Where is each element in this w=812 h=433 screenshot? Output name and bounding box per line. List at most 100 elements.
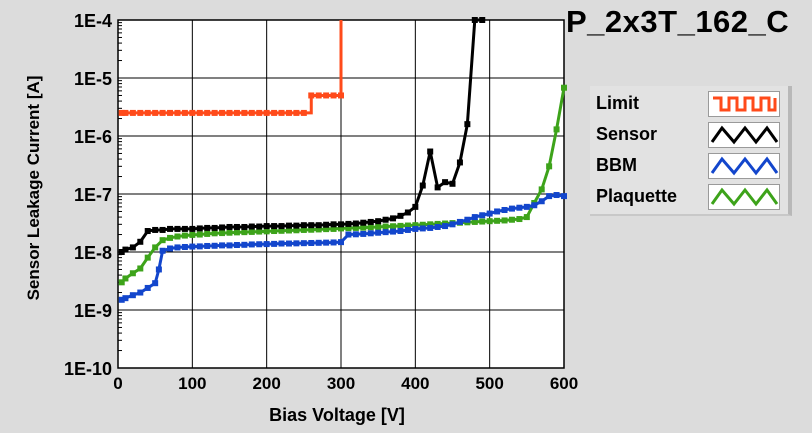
data-point bbox=[293, 109, 300, 116]
data-point bbox=[300, 226, 307, 233]
data-point bbox=[211, 242, 218, 249]
data-point bbox=[233, 109, 240, 116]
data-point bbox=[219, 230, 226, 237]
data-point bbox=[159, 247, 166, 254]
data-point bbox=[144, 254, 151, 261]
data-point bbox=[352, 224, 359, 231]
data-point bbox=[181, 243, 188, 250]
data-point bbox=[129, 109, 136, 116]
data-point bbox=[360, 230, 367, 237]
data-point bbox=[427, 221, 434, 228]
data-point bbox=[397, 212, 404, 219]
data-point bbox=[352, 231, 359, 238]
data-point bbox=[256, 228, 263, 235]
legend-swatch-sensor-icon bbox=[708, 122, 780, 148]
legend-label: Sensor bbox=[596, 124, 658, 144]
data-point bbox=[352, 220, 359, 227]
data-point bbox=[263, 228, 270, 235]
data-point bbox=[118, 109, 125, 116]
data-point bbox=[486, 218, 493, 225]
data-point bbox=[375, 223, 382, 230]
data-point bbox=[315, 222, 322, 229]
data-point bbox=[129, 244, 136, 251]
data-point bbox=[285, 109, 292, 116]
data-point bbox=[404, 209, 411, 216]
data-point bbox=[204, 109, 211, 116]
data-point bbox=[390, 228, 397, 235]
data-point bbox=[456, 218, 463, 225]
data-point bbox=[382, 216, 389, 223]
x-tick-label: 500 bbox=[475, 374, 503, 393]
data-point bbox=[174, 225, 181, 232]
data-point bbox=[271, 109, 278, 116]
data-point bbox=[523, 203, 530, 210]
data-point bbox=[293, 222, 300, 229]
data-point bbox=[159, 226, 166, 233]
data-point bbox=[204, 230, 211, 237]
data-point bbox=[345, 225, 352, 232]
y-tick-label: 1E-6 bbox=[74, 127, 112, 147]
data-point bbox=[494, 217, 501, 224]
y-tick-label: 1E-10 bbox=[64, 359, 112, 379]
data-point bbox=[278, 227, 285, 234]
data-point bbox=[278, 223, 285, 230]
data-point bbox=[241, 229, 248, 236]
data-point bbox=[338, 225, 344, 232]
data-point bbox=[137, 238, 144, 245]
data-point bbox=[271, 228, 278, 235]
legend-swatch-bbm-icon bbox=[708, 153, 780, 179]
data-point bbox=[181, 232, 188, 239]
data-point bbox=[419, 225, 426, 232]
data-point bbox=[204, 224, 211, 231]
data-point bbox=[308, 92, 315, 99]
data-point bbox=[219, 224, 226, 231]
data-point bbox=[122, 275, 129, 282]
data-point bbox=[442, 223, 449, 230]
legend-item-limit[interactable]: Limit bbox=[596, 90, 782, 118]
x-tick-label: 200 bbox=[252, 374, 280, 393]
data-point bbox=[159, 109, 166, 116]
data-point bbox=[285, 222, 292, 229]
data-point bbox=[419, 221, 426, 228]
data-point bbox=[308, 226, 315, 233]
data-point bbox=[508, 205, 515, 212]
x-tick-label: 600 bbox=[550, 374, 578, 393]
data-point bbox=[553, 192, 560, 199]
data-point bbox=[300, 109, 307, 116]
data-point bbox=[174, 109, 181, 116]
data-point bbox=[256, 241, 263, 248]
data-point bbox=[118, 249, 125, 255]
data-point bbox=[449, 180, 456, 187]
data-point bbox=[412, 222, 419, 229]
data-point bbox=[404, 226, 411, 233]
data-point bbox=[293, 227, 300, 234]
data-point bbox=[118, 296, 125, 303]
data-point bbox=[434, 223, 441, 230]
data-point bbox=[285, 240, 292, 247]
data-point bbox=[196, 225, 203, 232]
data-point bbox=[137, 109, 144, 116]
data-point bbox=[271, 240, 278, 247]
x-axis-label: Bias Voltage [V] bbox=[269, 405, 405, 425]
data-point bbox=[181, 109, 188, 116]
data-point bbox=[434, 220, 441, 227]
data-point bbox=[412, 203, 419, 210]
data-point bbox=[323, 226, 330, 233]
legend: Limit Sensor BBM Plaquette bbox=[590, 86, 792, 216]
legend-item-plaquette[interactable]: Plaquette bbox=[596, 183, 782, 211]
data-point bbox=[382, 223, 389, 230]
data-point bbox=[375, 229, 382, 236]
data-point bbox=[456, 159, 463, 166]
data-point bbox=[219, 242, 226, 249]
data-point bbox=[211, 230, 218, 237]
data-point bbox=[137, 289, 144, 296]
legend-item-bbm[interactable]: BBM bbox=[596, 152, 782, 180]
legend-swatch-limit-icon bbox=[708, 91, 780, 117]
data-point bbox=[516, 216, 523, 223]
data-point bbox=[546, 163, 553, 170]
y-tick-label: 1E-4 bbox=[74, 11, 112, 31]
legend-item-sensor[interactable]: Sensor bbox=[596, 121, 782, 149]
data-point bbox=[144, 284, 151, 291]
data-point bbox=[338, 92, 344, 99]
data-point bbox=[129, 270, 136, 277]
